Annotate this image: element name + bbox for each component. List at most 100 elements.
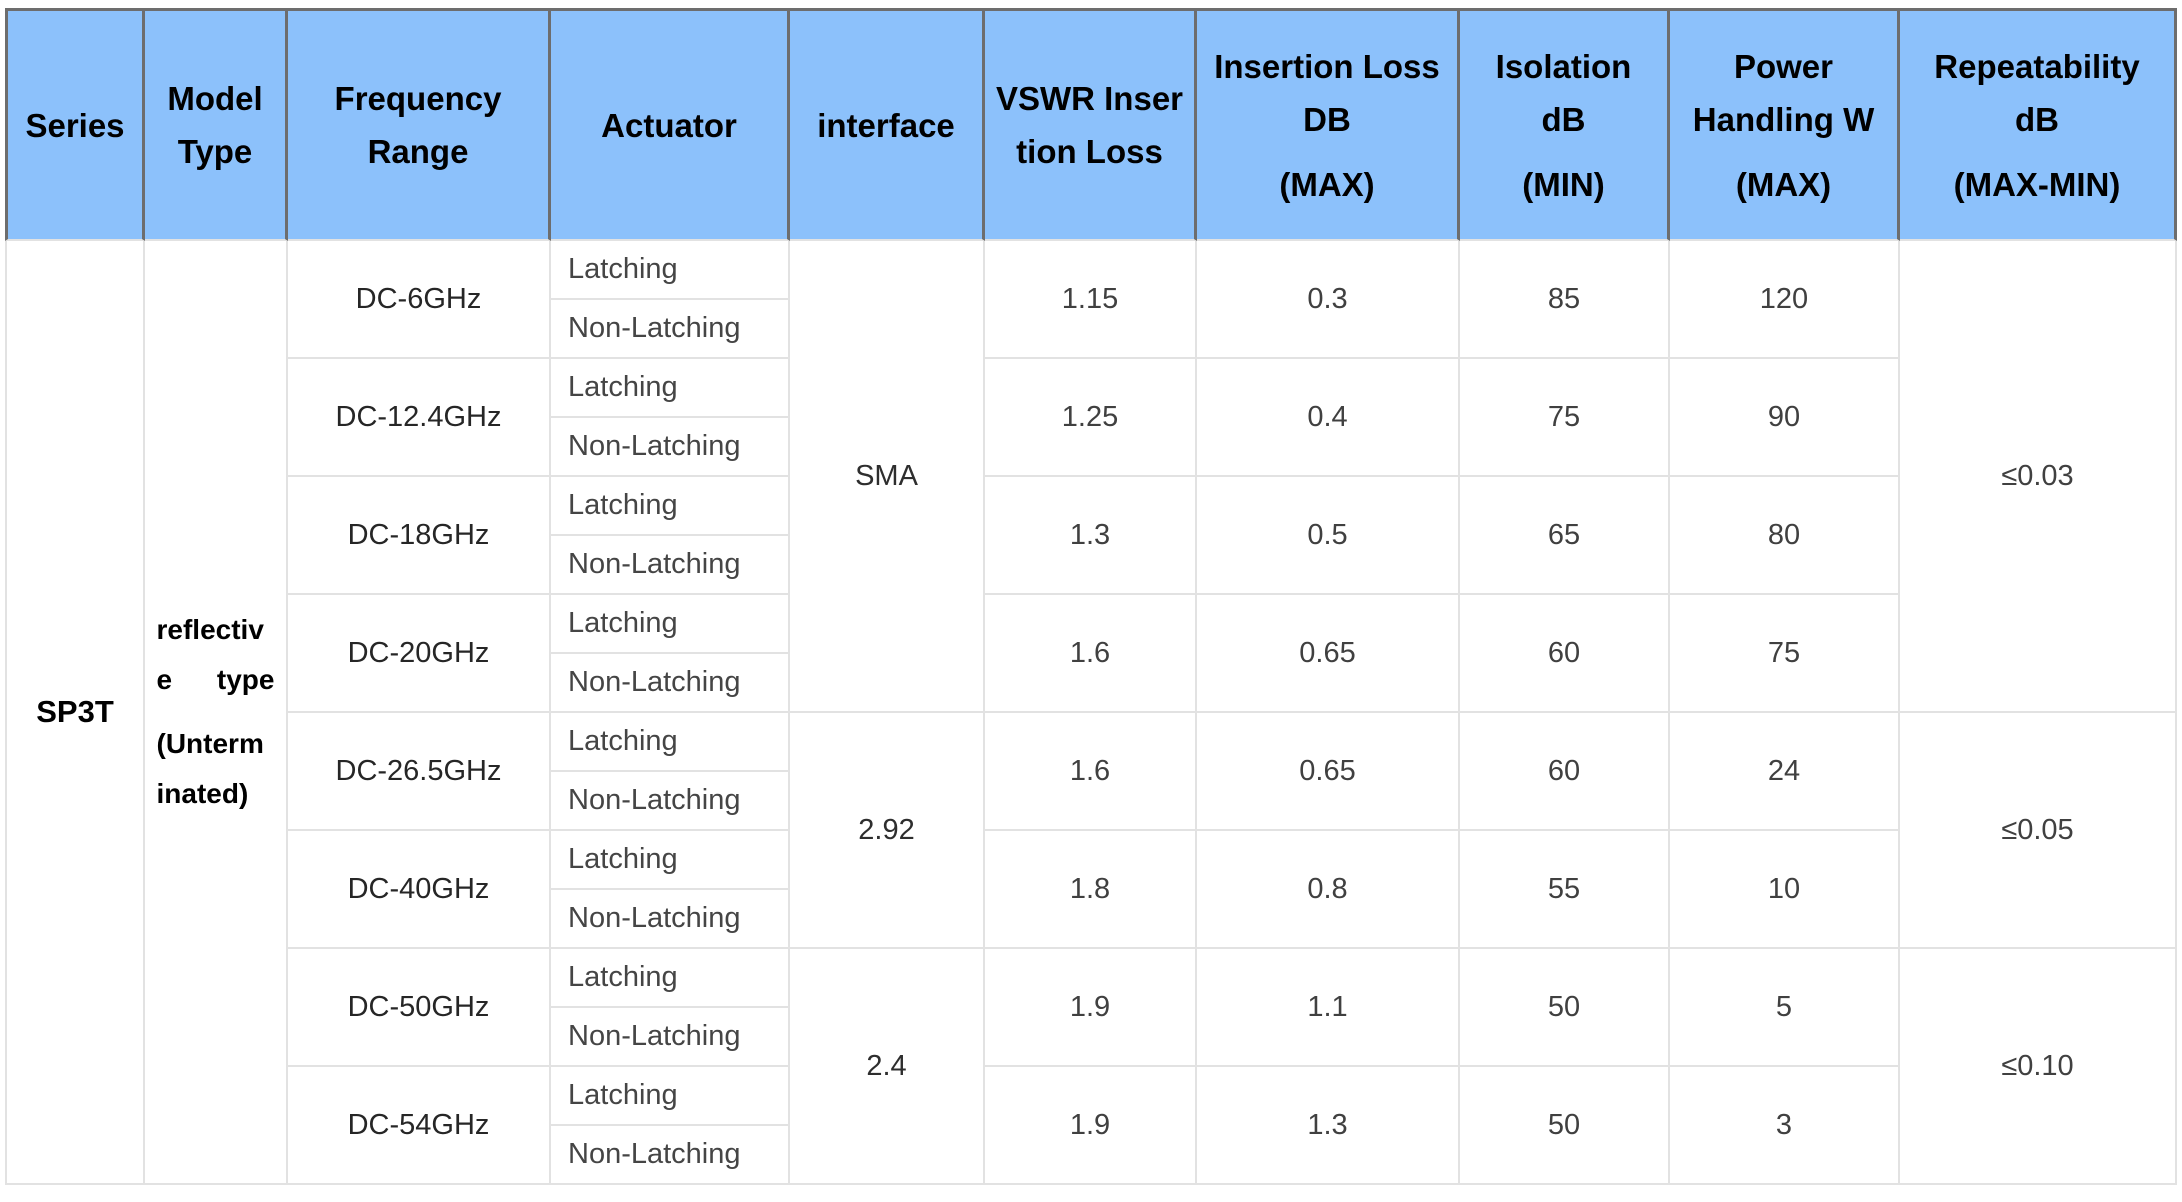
spec-table-header: Series Model Type Frequency Range Actuator… bbox=[5, 8, 2177, 241]
cell-vswr: 1.9 bbox=[985, 1067, 1197, 1185]
cell-repeatability: ≤0.03 bbox=[1900, 241, 2177, 713]
col-header-model-type-line2: Type bbox=[177, 133, 253, 170]
cell-power: 75 bbox=[1670, 595, 1900, 713]
cell-actuator: Latching bbox=[551, 713, 790, 772]
cell-actuator: Non-Latching bbox=[551, 1126, 790, 1185]
cell-actuator: Non-Latching bbox=[551, 418, 790, 477]
col-header-power-handling-sub: (MAX) bbox=[1735, 165, 1832, 203]
cell-actuator: Non-Latching bbox=[551, 536, 790, 595]
cell-vswr: 1.25 bbox=[985, 359, 1197, 477]
cell-actuator: Non-Latching bbox=[551, 772, 790, 831]
col-header-actuator-label: Actuator bbox=[601, 106, 737, 144]
header-row: Series Model Type Frequency Range Actuator… bbox=[5, 8, 2177, 241]
cell-insertion-loss: 0.65 bbox=[1197, 713, 1460, 831]
cell-series: SP3T bbox=[5, 241, 145, 1185]
col-header-frequency-range-line2: Range bbox=[367, 133, 469, 170]
model-type-line: inated) bbox=[156, 778, 249, 809]
col-header-isolation-sub: (MIN) bbox=[1522, 165, 1605, 203]
cell-actuator: Non-Latching bbox=[551, 1008, 790, 1067]
cell-interface: 2.4 bbox=[790, 949, 985, 1185]
spec-row: DC-12.4GHz Latching 1.25 0.4 75 90 bbox=[5, 359, 2177, 477]
cell-frequency-range: DC-12.4GHz bbox=[288, 359, 551, 477]
cell-insertion-loss: 1.1 bbox=[1197, 949, 1460, 1067]
spec-row: DC-54GHz Latching 1.9 1.3 50 3 bbox=[5, 1067, 2177, 1185]
cell-actuator: Non-Latching bbox=[551, 890, 790, 949]
cell-frequency-range: DC-54GHz bbox=[288, 1067, 551, 1185]
cell-vswr: 1.6 bbox=[985, 713, 1197, 831]
cell-isolation: 55 bbox=[1460, 831, 1670, 949]
spec-row: Non-Latching bbox=[5, 536, 2177, 595]
col-header-model-type: Model Type bbox=[145, 8, 288, 241]
cell-actuator: Latching bbox=[551, 949, 790, 1008]
cell-actuator: Non-Latching bbox=[551, 654, 790, 713]
col-header-series-label: Series bbox=[25, 106, 125, 144]
cell-isolation: 65 bbox=[1460, 477, 1670, 595]
col-header-interface: interface bbox=[790, 8, 985, 241]
cell-insertion-loss: 0.3 bbox=[1197, 241, 1460, 359]
cell-actuator: Latching bbox=[551, 477, 790, 536]
cell-insertion-loss: 0.5 bbox=[1197, 477, 1460, 595]
col-header-isolation-line2: dB bbox=[1541, 100, 1586, 138]
cell-isolation: 85 bbox=[1460, 241, 1670, 359]
spec-row: DC-26.5GHz Latching 2.92 1.6 0.65 60 24 … bbox=[5, 713, 2177, 949]
cell-insertion-loss: 0.8 bbox=[1197, 831, 1460, 949]
spec-row: Non-Latching bbox=[5, 890, 2177, 949]
spec-row: Non-Latching bbox=[5, 300, 2177, 359]
cell-actuator: Latching bbox=[551, 241, 790, 300]
cell-actuator: Latching bbox=[551, 595, 790, 654]
col-header-frequency-range-line1: Frequency bbox=[334, 80, 502, 117]
cell-power: 90 bbox=[1670, 359, 1900, 477]
cell-isolation: 50 bbox=[1460, 949, 1670, 1067]
spec-row: DC-18GHz Latching 1.3 0.5 65 80 bbox=[5, 477, 2177, 595]
cell-actuator: Latching bbox=[551, 359, 790, 418]
cell-power: 80 bbox=[1670, 477, 1900, 595]
col-header-series: Series bbox=[5, 8, 145, 241]
cell-frequency-range: DC-20GHz bbox=[288, 595, 551, 713]
cell-model-type: reflectiv e type (Unterm inated) bbox=[145, 241, 288, 1185]
cell-vswr: 1.6 bbox=[985, 595, 1197, 713]
cell-power: 5 bbox=[1670, 949, 1900, 1067]
spec-table-body: SP3T reflectiv e type (Unterm inated) DC… bbox=[5, 241, 2177, 1185]
col-header-vswr-line2: tion Loss bbox=[1016, 133, 1163, 170]
cell-frequency-range: DC-50GHz bbox=[288, 949, 551, 1067]
model-type-line: (Unterm bbox=[156, 728, 264, 759]
col-header-power-handling-line2: Handling W bbox=[1692, 100, 1875, 138]
col-header-model-type-line1: Model bbox=[167, 80, 263, 117]
cell-interface: SMA bbox=[790, 241, 985, 713]
model-type-line: reflectiv bbox=[156, 614, 264, 645]
col-header-insertion-loss: Insertion Loss DB (MAX) bbox=[1197, 8, 1460, 241]
col-header-isolation-line1: Isolation bbox=[1495, 47, 1632, 85]
cell-repeatability: ≤0.05 bbox=[1900, 713, 2177, 949]
spec-row: Non-Latching bbox=[5, 772, 2177, 831]
col-header-repeatability-line1: Repeatability bbox=[1934, 47, 2140, 85]
cell-insertion-loss: 0.65 bbox=[1197, 595, 1460, 713]
col-header-interface-label: interface bbox=[817, 106, 955, 144]
cell-vswr: 1.15 bbox=[985, 241, 1197, 359]
spec-row: DC-50GHz Latching 2.4 1.9 1.1 50 5 ≤0.10 bbox=[5, 949, 2177, 1185]
col-header-insertion-loss-sub: (MAX) bbox=[1279, 165, 1375, 203]
spec-row: SP3T reflectiv e type (Unterm inated) DC… bbox=[5, 241, 2177, 1185]
cell-power: 3 bbox=[1670, 1067, 1900, 1185]
cell-frequency-range: DC-26.5GHz bbox=[288, 713, 551, 831]
cell-interface: 2.92 bbox=[790, 713, 985, 949]
col-header-insertion-loss-line2: DB bbox=[1303, 100, 1351, 138]
spec-row: DC-20GHz Latching 1.6 0.65 60 75 bbox=[5, 595, 2177, 713]
col-header-frequency-range: Frequency Range bbox=[288, 8, 551, 241]
model-type-text: reflectiv e type (Unterm inated) bbox=[157, 605, 275, 819]
col-header-insertion-loss-line1: Insertion Loss bbox=[1214, 47, 1440, 85]
col-header-power-handling: Power Handling W (MAX) bbox=[1670, 8, 1900, 241]
col-header-actuator: Actuator bbox=[551, 8, 790, 241]
cell-isolation: 50 bbox=[1460, 1067, 1670, 1185]
col-header-repeatability-line2: dB bbox=[2015, 100, 2059, 138]
spec-row: Non-Latching bbox=[5, 1126, 2177, 1185]
spec-row: Non-Latching bbox=[5, 418, 2177, 477]
cell-frequency-range: DC-6GHz bbox=[288, 241, 551, 359]
col-header-vswr: VSWR Inser tion Loss bbox=[985, 8, 1197, 241]
cell-frequency-range: DC-18GHz bbox=[288, 477, 551, 595]
spec-row: Non-Latching bbox=[5, 1008, 2177, 1067]
cell-frequency-range: DC-40GHz bbox=[288, 831, 551, 949]
model-type-line: e type bbox=[156, 664, 275, 695]
cell-isolation: 75 bbox=[1460, 359, 1670, 477]
spec-row: DC-40GHz Latching 1.8 0.8 55 10 bbox=[5, 831, 2177, 949]
col-header-repeatability: Repeatability dB (MAX-MIN) bbox=[1900, 8, 2177, 241]
